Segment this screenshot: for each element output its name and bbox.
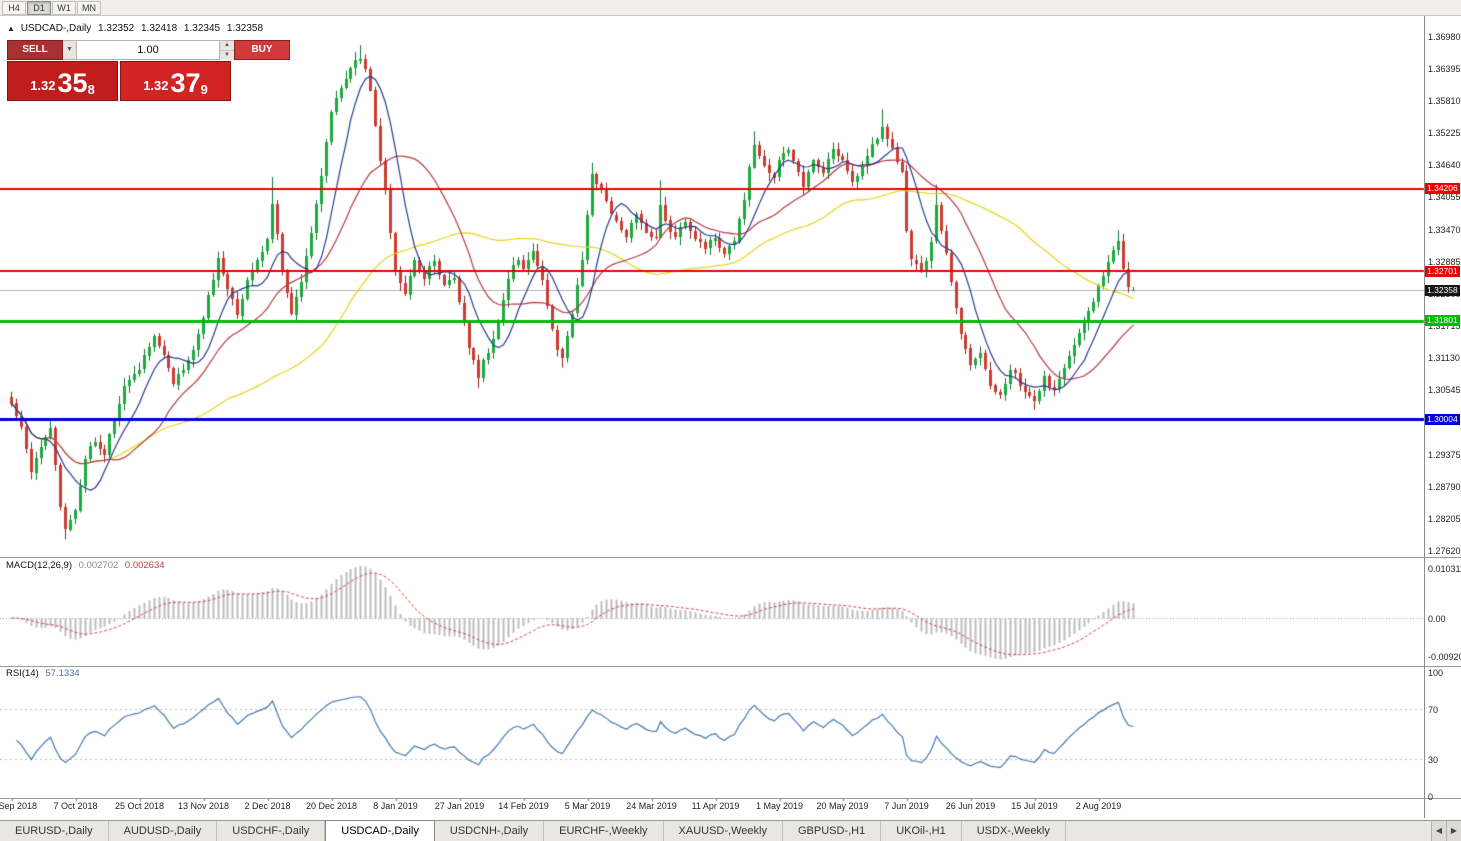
volume-dropdown-icon[interactable]: ▼ — [63, 40, 77, 60]
timeframe-button-h4[interactable]: H4 — [2, 0, 26, 15]
tab-scroll-right-icon[interactable]: ▶ — [1446, 821, 1461, 841]
chart-tab-eurchf-weekly[interactable]: EURCHF-,Weekly — [544, 821, 664, 841]
price-axis-border — [1424, 16, 1425, 818]
tabbar-spacer — [1066, 821, 1431, 841]
rsi-title: RSI(14) — [6, 668, 39, 679]
chart-tab-bar: EURUSD-,Daily AUDUSD-,Daily USDCHF-,Daily U… — [0, 820, 1461, 841]
macd-rsi-separator[interactable] — [0, 666, 1461, 667]
tab-scroll-left-icon[interactable]: ◀ — [1431, 821, 1446, 841]
symbol-label: USDCAD-,Daily — [20, 23, 92, 34]
macd-title: MACD(12,26,9) — [6, 560, 72, 571]
buy-price-pip: 9 — [200, 82, 208, 97]
chart-tab-usdcnh-daily[interactable]: USDCNH-,Daily — [434, 821, 545, 841]
buy-price-prefix: 1.32 — [143, 78, 169, 93]
buy-price-big: 37 — [170, 68, 201, 98]
timeframe-toolbar: H4 D1 W1 MN — [0, 0, 1461, 16]
chart-tab-usdchf-daily[interactable]: USDCHF-,Daily — [217, 821, 326, 841]
sell-price-prefix: 1.32 — [30, 78, 56, 93]
rsi-value: 57.1334 — [45, 668, 80, 679]
price-macd-separator[interactable] — [0, 557, 1461, 558]
symbol-marker-icon: ▲ — [7, 24, 15, 33]
rsi-indicator-label: RSI(14) 57.1334 — [6, 668, 80, 679]
timeframe-button-mn[interactable]: MN — [77, 0, 101, 15]
sell-button[interactable]: SELL — [7, 40, 63, 60]
volume-stepper: ▲ ▼ — [220, 40, 234, 60]
buy-price-box[interactable]: 1.32 37 9 — [120, 61, 231, 101]
ohlc-low: 1.32345 — [183, 23, 221, 34]
macd-indicator-label: MACD(12,26,9) 0.002702 0.002634 — [6, 560, 165, 571]
chart-tab-eurusd-daily[interactable]: EURUSD-,Daily — [0, 821, 109, 841]
timeframe-button-w1[interactable]: W1 — [52, 0, 76, 15]
macd-value-signal: 0.002634 — [124, 560, 165, 571]
sell-price-big: 35 — [57, 68, 88, 98]
volume-input[interactable] — [77, 40, 220, 60]
volume-decrement-icon[interactable]: ▼ — [220, 51, 234, 60]
one-click-trading-panel: SELL ▼ ▲ ▼ BUY 1.32 35 8 1.32 37 9 — [7, 40, 290, 101]
chart-tab-audusd-daily[interactable]: AUDUSD-,Daily — [108, 821, 218, 841]
chart-tab-usdcad-daily[interactable]: USDCAD-,Daily — [325, 820, 435, 841]
rsi-dateaxis-separator — [0, 798, 1461, 799]
chart-tab-xauusd-weekly[interactable]: XAUUSD-,Weekly — [663, 821, 783, 841]
chart-tab-ukoil-h1[interactable]: UKOil-,H1 — [881, 821, 962, 841]
volume-increment-icon[interactable]: ▲ — [220, 41, 234, 51]
chart-ohlc-header: ▲ USDCAD-,Daily 1.32352 1.32418 1.32345 … — [7, 23, 267, 34]
timeframe-button-d1[interactable]: D1 — [27, 0, 51, 15]
macd-value-main: 0.002702 — [78, 560, 119, 571]
sell-price-box[interactable]: 1.32 35 8 — [7, 61, 118, 101]
ohlc-high: 1.32418 — [140, 23, 178, 34]
ohlc-open: 1.32352 — [98, 23, 135, 34]
buy-button[interactable]: BUY — [234, 40, 290, 60]
ohlc-close: 1.32358 — [226, 23, 264, 34]
sell-price-pip: 8 — [87, 82, 95, 97]
chart-tab-usdx-weekly[interactable]: USDX-,Weekly — [961, 821, 1066, 841]
chart-tab-gbpusd-h1[interactable]: GBPUSD-,H1 — [782, 821, 882, 841]
